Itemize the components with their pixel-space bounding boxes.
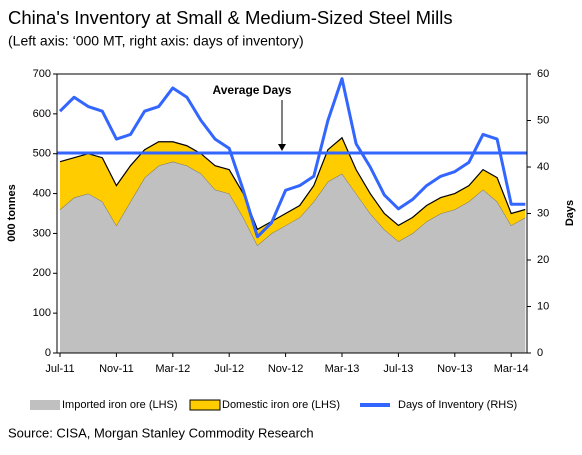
x-tick-label: Nov-12: [268, 363, 303, 375]
legend-label: Days of Inventory (RHS): [398, 399, 517, 411]
days-line: [58, 77, 526, 239]
y-tick-label: 500: [33, 148, 51, 160]
y2-axis-label: Days: [564, 200, 576, 226]
y2-tick-label: 0: [537, 347, 543, 359]
x-tick-label: Nov-11: [99, 363, 134, 375]
y-tick-label: 400: [33, 187, 51, 199]
x-tick-label: Mar-13: [325, 363, 360, 375]
chart-subtitle: (Left axis: ‘000 MT, right axis: days of…: [8, 33, 304, 49]
legend-swatch: [189, 399, 221, 411]
source: Source: CISA, Morgan Stanley Commodity R…: [8, 425, 314, 440]
y-tick-label: 0: [45, 347, 51, 359]
stacked-area: [60, 161, 526, 353]
x-tick-label: Nov-13: [437, 363, 472, 375]
area-edge: [59, 136, 526, 231]
x-tick-label: Mar-14: [494, 363, 529, 375]
y2-tick-label: 60: [537, 68, 549, 80]
arrow-head: [278, 144, 286, 152]
y-tick-label: 300: [33, 227, 51, 239]
y-axis-label: 000 tonnes: [6, 184, 18, 241]
x-tick-label: Jul-12: [214, 363, 244, 375]
y2-tick-label: 20: [537, 254, 549, 266]
legend-label: Domestic iron ore (LHS): [222, 399, 340, 411]
chart-title: China's Inventory at Small & Medium-Size…: [8, 7, 453, 28]
legend-label: Imported iron ore (LHS): [62, 399, 178, 411]
y-tick-label: 700: [33, 68, 51, 80]
annotation-label: Average Days: [213, 83, 292, 97]
y-tick-label: 100: [33, 307, 51, 319]
x-tick-label: Jul-13: [383, 363, 413, 375]
legend-swatch: [30, 400, 60, 410]
y-tick-label: 600: [33, 108, 51, 120]
y2-tick-label: 10: [537, 300, 549, 312]
x-tick-label: Mar-12: [155, 363, 190, 375]
x-tick-label: Jul-11: [45, 363, 74, 375]
y-tick-label: 200: [33, 267, 51, 279]
y2-tick-label: 30: [537, 207, 549, 219]
y2-tick-label: 50: [537, 114, 549, 126]
y2-tick-label: 40: [537, 161, 549, 173]
